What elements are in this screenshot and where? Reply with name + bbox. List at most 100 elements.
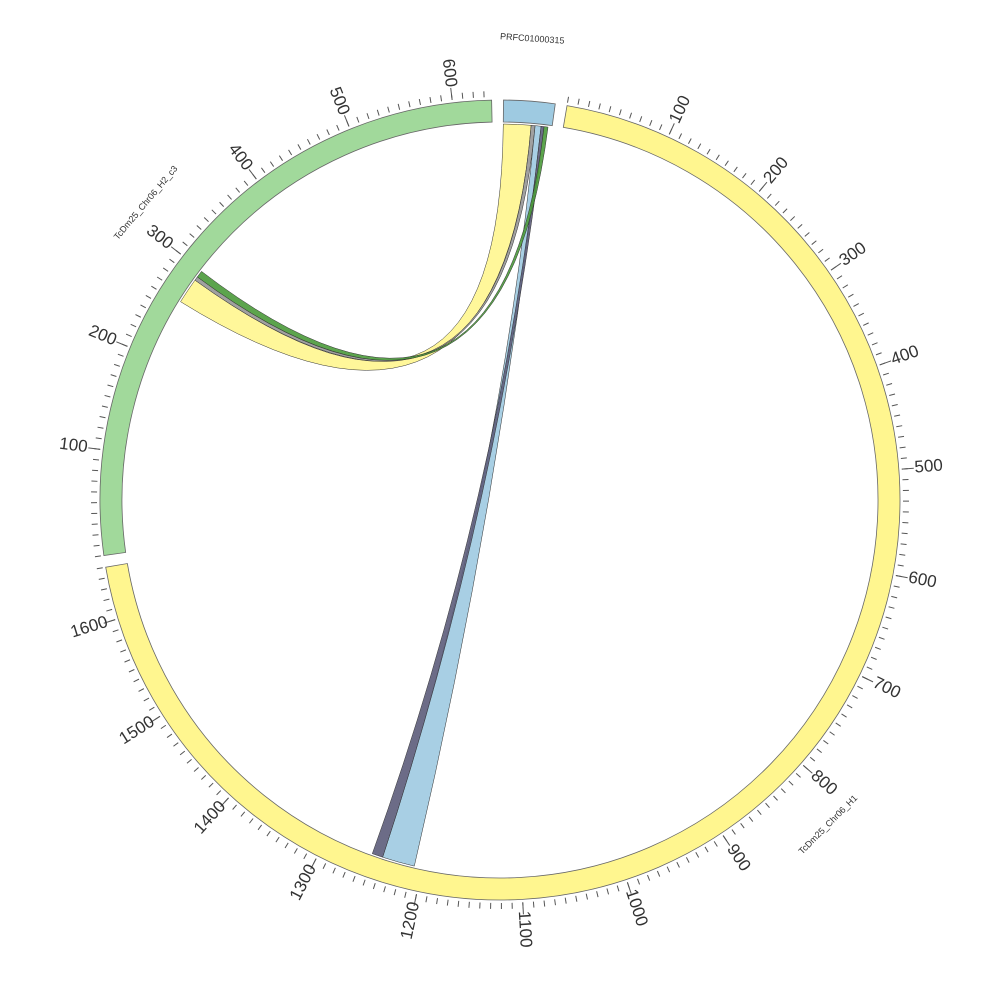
minor-tick [830, 732, 835, 735]
minor-tick [108, 385, 114, 387]
minor-tick [144, 698, 149, 701]
minor-tick [757, 810, 761, 815]
minor-tick [124, 660, 130, 662]
minor-tick [169, 259, 174, 263]
minor-tick [93, 535, 99, 536]
major-tick [88, 448, 100, 450]
minor-tick [197, 225, 201, 229]
minor-tick [102, 406, 108, 407]
minor-tick [783, 209, 787, 213]
minor-tick [419, 99, 420, 105]
minor-tick [279, 156, 282, 161]
tick-label: 300 [143, 221, 177, 253]
minor-tick [725, 161, 728, 166]
minor-tick [617, 886, 619, 892]
minor-tick [657, 871, 659, 877]
minor-tick [767, 194, 771, 198]
minor-tick [126, 334, 131, 336]
major-tick [171, 247, 181, 254]
minor-tick [863, 323, 868, 326]
minor-tick [619, 109, 621, 115]
minor-tick [363, 880, 365, 886]
minor-tick [373, 883, 375, 889]
minor-tick [843, 285, 848, 288]
minor-tick [96, 438, 102, 439]
minor-tick [871, 657, 877, 659]
segment-label: PRFC01000315 [500, 31, 565, 45]
minor-tick [187, 759, 192, 763]
minor-tick [679, 134, 682, 139]
minor-tick [650, 120, 652, 126]
minor-tick [637, 879, 639, 885]
minor-tick [377, 110, 379, 116]
link-ribbon [372, 126, 544, 857]
major-tick [759, 182, 767, 191]
minor-tick [388, 107, 390, 113]
major-tick [723, 836, 730, 846]
minor-tick [805, 232, 810, 236]
minor-tick [161, 725, 166, 728]
minor-tick [353, 876, 355, 882]
minor-tick [99, 578, 105, 579]
minor-tick [696, 852, 699, 857]
minor-tick [886, 384, 892, 386]
major-tick [880, 361, 891, 365]
minor-tick [270, 162, 273, 167]
minor-tick [384, 886, 386, 892]
minor-tick [398, 104, 399, 110]
major-tick [669, 123, 674, 134]
minor-tick [236, 188, 240, 193]
tick-label: 600 [439, 58, 461, 88]
minor-tick [857, 686, 862, 689]
minor-tick [586, 894, 587, 900]
minor-tick [101, 589, 107, 590]
minor-tick [135, 315, 140, 318]
minor-tick [333, 868, 335, 873]
minor-tick [157, 277, 162, 280]
minor-tick [609, 106, 611, 112]
minor-tick [462, 93, 463, 99]
minor-tick [228, 195, 232, 199]
minor-tick [898, 565, 904, 566]
minor-tick [766, 803, 770, 808]
minor-tick [267, 831, 270, 836]
minor-tick [867, 667, 872, 669]
minor-tick [588, 101, 589, 107]
minor-tick [93, 459, 99, 460]
minor-tick [149, 707, 154, 710]
minor-tick [327, 129, 330, 134]
major-tick [831, 263, 841, 270]
minor-tick [114, 364, 120, 366]
minor-tick [817, 749, 822, 753]
tick-label: 600 [907, 568, 938, 592]
minor-tick [630, 113, 632, 119]
minor-tick [688, 138, 691, 143]
minor-tick [894, 586, 900, 587]
minor-tick [812, 241, 817, 245]
minor-tick [686, 857, 689, 862]
minor-tick [714, 841, 717, 846]
minor-tick [901, 544, 907, 545]
major-tick [249, 169, 256, 179]
minor-tick [576, 896, 577, 902]
minor-tick [244, 181, 248, 186]
minor-tick [705, 847, 708, 852]
minor-tick [899, 554, 905, 555]
tick-label: 100 [665, 92, 694, 126]
minor-tick [798, 224, 802, 228]
minor-tick [868, 333, 873, 335]
minor-tick [555, 899, 556, 905]
minor-tick [217, 791, 221, 795]
major-tick [344, 115, 348, 126]
tick-label: 100 [58, 434, 89, 456]
minor-tick [742, 173, 746, 178]
minor-tick [194, 767, 198, 771]
tick-label: 1600 [68, 612, 110, 641]
tick-label: 800 [807, 766, 841, 799]
minor-tick [180, 751, 185, 755]
segment-band [503, 100, 555, 126]
tick-label: 1300 [286, 861, 320, 903]
minor-tick [437, 898, 438, 904]
minor-tick [889, 607, 895, 609]
